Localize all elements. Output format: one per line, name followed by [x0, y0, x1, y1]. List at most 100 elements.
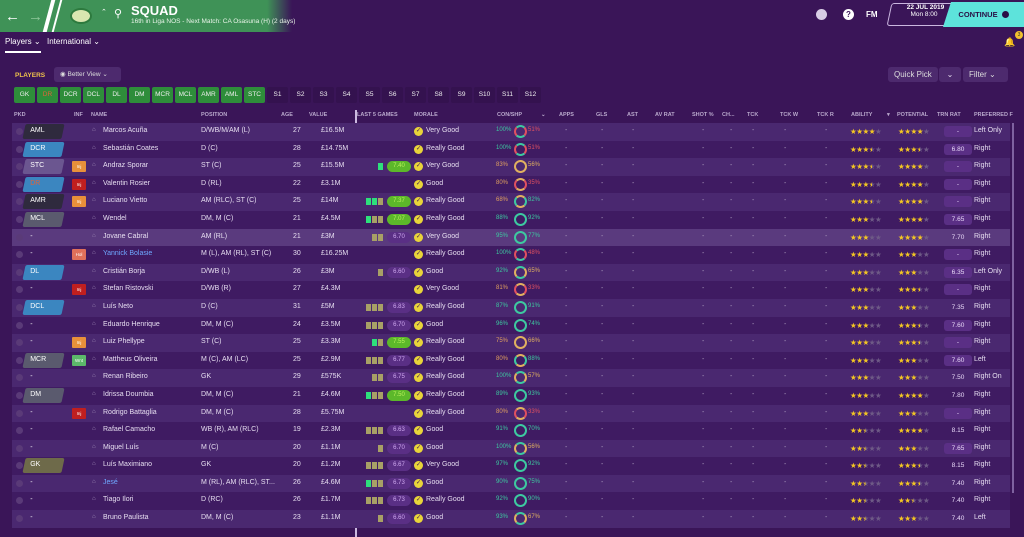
tab-players[interactable]: Players ⌄	[5, 37, 41, 53]
select-radio[interactable]	[16, 198, 23, 206]
fm-menu-button[interactable]: FM	[866, 10, 878, 19]
player-name[interactable]: Cristián Borja	[103, 267, 146, 275]
player-name[interactable]: Renan Ribeiro	[103, 373, 148, 381]
player-name[interactable]: Tiago Ilori	[103, 496, 134, 504]
player-name[interactable]: Luciano Vietto	[103, 197, 148, 205]
pkd-selector[interactable]: DM	[22, 387, 65, 403]
select-radio[interactable]	[16, 128, 23, 135]
select-radio[interactable]	[16, 321, 23, 329]
col-trn[interactable]: TRN RAT	[937, 112, 961, 118]
sort-chevron-icon[interactable]: ⌄	[541, 112, 546, 118]
col-position[interactable]: POSITION	[201, 112, 228, 118]
select-radio[interactable]	[16, 268, 23, 276]
position-filter-amr[interactable]: AMR	[198, 87, 219, 103]
col-tckw[interactable]: TCK W	[780, 112, 799, 118]
position-filter-mcr[interactable]: MCR	[152, 87, 173, 103]
player-name[interactable]: Miguel Luís	[103, 443, 139, 451]
pkd-selector[interactable]: -	[22, 511, 64, 526]
pkd-selector[interactable]: -	[22, 441, 64, 456]
player-name[interactable]: Rafael Camacho	[103, 426, 156, 434]
select-radio[interactable]	[16, 462, 23, 470]
table-row[interactable]: MCL ⌂ Wendel DM, M (C) 21 £4.5M 7.07 ✓ Really Go…	[12, 210, 1010, 229]
select-radio[interactable]	[16, 180, 23, 188]
pkd-selector[interactable]: DCL	[22, 299, 65, 315]
select-radio[interactable]	[16, 409, 23, 417]
col-gls[interactable]: GLS	[596, 112, 608, 118]
pkd-selector[interactable]: -	[22, 476, 64, 491]
position-filter-s10[interactable]: S10	[474, 87, 495, 103]
select-radio[interactable]	[16, 303, 23, 311]
pkd-selector[interactable]: DR	[22, 176, 65, 192]
position-filter-s8[interactable]: S8	[428, 87, 449, 103]
position-filter-s3[interactable]: S3	[313, 87, 334, 103]
pkd-selector[interactable]: -	[22, 247, 64, 262]
view-selector[interactable]: ◉ Better View ⌄	[54, 67, 121, 82]
table-row[interactable]: DL ⌂ Cristián Borja D/WB (L) 26 £3M 6.60 ✓ Good 9…	[12, 263, 1010, 282]
club-badge-icon[interactable]	[70, 8, 92, 24]
pkd-selector[interactable]: STC	[22, 159, 65, 175]
continue-button[interactable]: CONTINUE	[943, 2, 1024, 27]
table-row[interactable]: - ⌂ Jovane Cabral AM (RL) 21 £3M 6.70 ✓ Very Goo…	[12, 228, 1010, 247]
select-radio[interactable]	[16, 479, 23, 487]
position-filter-dl[interactable]: DL	[106, 87, 127, 103]
table-row[interactable]: DCL ⌂ Luís Neto D (C) 31 £5M 6.83 ✓ Really Good 8…	[12, 298, 1010, 317]
col-value[interactable]: VALUE	[309, 112, 328, 118]
select-radio[interactable]	[16, 233, 23, 241]
back-arrow-icon[interactable]: ←	[5, 8, 20, 25]
table-row[interactable]: GK ⌂ Luís Maximiano GK 20 £1.2M 6.67 ✓ Very Good…	[12, 457, 1010, 475]
select-radio[interactable]	[16, 515, 23, 523]
table-row[interactable]: MCR Wnt ⌂ Mattheus Oliveira M (C), AM (LC) 25…	[12, 351, 1010, 370]
col-shot[interactable]: SHOT %	[692, 112, 714, 118]
player-name[interactable]: Idrissa Doumbia	[103, 390, 154, 398]
table-row[interactable]: STC Inj ⌂ Andraz Sporar ST (C) 25 £15.5M 7.40 ✓ V…	[12, 158, 1010, 176]
pkd-selector[interactable]: -	[22, 318, 64, 333]
position-filter-gk[interactable]: GK	[14, 87, 35, 103]
position-filter-dm[interactable]: DM	[129, 87, 150, 103]
table-row[interactable]: DCR ⌂ Sebastián Coates D (C) 28 £14.75M ✓ Reall…	[12, 140, 1010, 159]
player-name[interactable]: Jovane Cabral	[103, 232, 149, 240]
player-name[interactable]: Mattheus Oliveira	[103, 355, 158, 363]
table-row[interactable]: - ⌂ Bruno Paulista DM, M (C) 23 £1.1M 6.60 ✓ Goo…	[12, 510, 1010, 528]
player-name[interactable]: Jesé	[103, 478, 118, 486]
notifications-icon[interactable]: 🔔	[1004, 37, 1016, 47]
col-ast[interactable]: AST	[627, 112, 638, 118]
position-filter-s1[interactable]: S1	[267, 87, 288, 103]
table-row[interactable]: - Inj ⌂ Luiz Phellype ST (C) 25 £3.3M 7.55 ✓ Real…	[12, 334, 1010, 352]
col-ch[interactable]: CH...	[722, 112, 735, 118]
player-name[interactable]: Stefan Ristovski	[103, 285, 154, 293]
col-avrat[interactable]: AV RAT	[655, 112, 675, 118]
player-name[interactable]: Luís Neto	[103, 302, 133, 310]
filter-button[interactable]: Filter ⌄	[963, 67, 1008, 82]
table-row[interactable]: - ⌂ Renan Ribeiro GK 29 £575K 6.75 ✓ Really Good…	[12, 369, 1010, 387]
player-name[interactable]: Luís Maximiano	[103, 461, 153, 469]
table-row[interactable]: DM ⌂ Idrissa Doumbia DM, M (C) 21 £4.6M 7.50 ✓ R…	[12, 386, 1010, 405]
col-inf[interactable]: INF	[74, 112, 83, 118]
player-name[interactable]: Rodrigo Battaglia	[103, 408, 157, 416]
table-row[interactable]: - Hol ⌂ Yannick Bolasie M (L), AM (RL), ST (…	[12, 246, 1010, 264]
pkd-selector[interactable]: DL	[22, 264, 65, 280]
pkd-selector[interactable]: MCR	[22, 352, 65, 368]
col-last5[interactable]: LAST 5 GAMES	[357, 112, 398, 118]
col-morale[interactable]: MORALE	[414, 112, 438, 118]
pkd-selector[interactable]: -	[22, 493, 64, 508]
select-radio[interactable]	[16, 251, 23, 259]
select-radio[interactable]	[16, 497, 23, 505]
position-filter-s12[interactable]: S12	[520, 87, 541, 103]
select-radio[interactable]	[16, 339, 23, 347]
table-row[interactable]: DR Inj ⌂ Valentin Rosier D (RL) 22 £3.1M ✓ Good 8…	[12, 175, 1010, 194]
col-tckr[interactable]: TCK R	[817, 112, 834, 118]
pkd-selector[interactable]: -	[22, 282, 64, 297]
pkd-selector[interactable]: -	[22, 230, 64, 245]
position-filter-aml[interactable]: AML	[221, 87, 242, 103]
select-radio[interactable]	[16, 391, 23, 399]
player-name[interactable]: Wendel	[103, 214, 127, 222]
select-radio[interactable]	[16, 145, 23, 153]
position-filter-s4[interactable]: S4	[336, 87, 357, 103]
select-radio[interactable]	[16, 356, 23, 364]
chevron-updown-icon[interactable]: ⌃	[101, 9, 107, 16]
player-name[interactable]: Valentin Rosier	[103, 179, 150, 187]
position-filter-s6[interactable]: S6	[382, 87, 403, 103]
player-name[interactable]: Andraz Sporar	[103, 162, 149, 170]
position-filter-dcr[interactable]: DCR	[60, 87, 81, 103]
table-row[interactable]: - ⌂ Tiago Ilori D (RC) 26 £1.7M 6.73 ✓ Really Go…	[12, 492, 1010, 511]
